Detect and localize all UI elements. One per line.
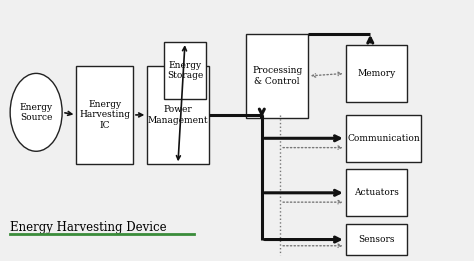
FancyBboxPatch shape bbox=[76, 66, 133, 164]
Text: Energy
Storage: Energy Storage bbox=[167, 61, 203, 80]
Ellipse shape bbox=[10, 73, 62, 151]
Text: Actuators: Actuators bbox=[354, 188, 399, 197]
FancyBboxPatch shape bbox=[346, 45, 407, 102]
FancyBboxPatch shape bbox=[346, 224, 407, 255]
Text: Energy Harvesting Device: Energy Harvesting Device bbox=[10, 221, 167, 234]
Text: Energy
Harvesting
IC: Energy Harvesting IC bbox=[79, 100, 130, 130]
Text: Communication: Communication bbox=[347, 134, 420, 143]
Text: Energy
Source: Energy Source bbox=[19, 103, 53, 122]
FancyBboxPatch shape bbox=[346, 169, 407, 216]
FancyBboxPatch shape bbox=[346, 115, 421, 162]
Text: Power
Management: Power Management bbox=[147, 105, 208, 124]
Text: Memory: Memory bbox=[357, 69, 395, 78]
Text: Sensors: Sensors bbox=[358, 235, 395, 244]
FancyBboxPatch shape bbox=[246, 34, 308, 117]
FancyBboxPatch shape bbox=[164, 42, 206, 99]
FancyBboxPatch shape bbox=[147, 66, 209, 164]
Text: Processing
& Control: Processing & Control bbox=[252, 66, 302, 86]
